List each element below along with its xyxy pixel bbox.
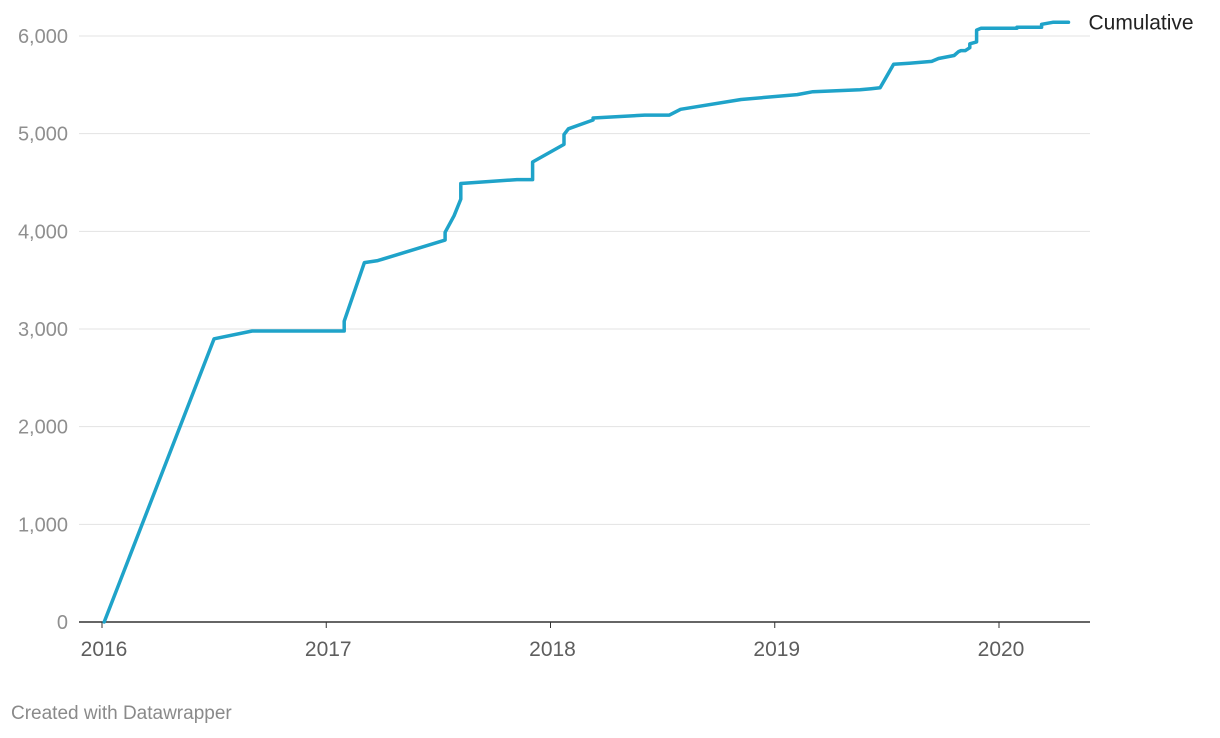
x-tick-label: 2016	[81, 638, 128, 661]
y-tick-label: 6,000	[18, 26, 68, 48]
y-tick-label: 1,000	[18, 514, 68, 536]
series-layer: Cumulative	[102, 11, 1194, 624]
y-tick-label: 2,000	[18, 417, 68, 439]
y-axis: 0 1,000 2,000 3,000 4,000 5,000 6,000	[18, 26, 68, 634]
gridlines	[79, 35, 1090, 623]
series-line-cumulative	[102, 20, 1071, 624]
x-tick-label: 2017	[305, 638, 352, 661]
y-tick-label: 0	[57, 612, 68, 634]
footer-credit: Created with Datawrapper	[11, 703, 232, 724]
x-tick-label: 2018	[529, 638, 576, 661]
x-tick-label: 2019	[753, 638, 800, 661]
x-tick-label: 2020	[978, 638, 1025, 661]
x-axis: 2016 2017 2018 2019 2020	[81, 622, 1025, 661]
y-tick-label: 4,000	[18, 221, 68, 243]
y-tick-label: 3,000	[18, 319, 68, 341]
series-label-cumulative: Cumulative	[1089, 11, 1194, 34]
y-tick-label: 5,000	[18, 124, 68, 146]
